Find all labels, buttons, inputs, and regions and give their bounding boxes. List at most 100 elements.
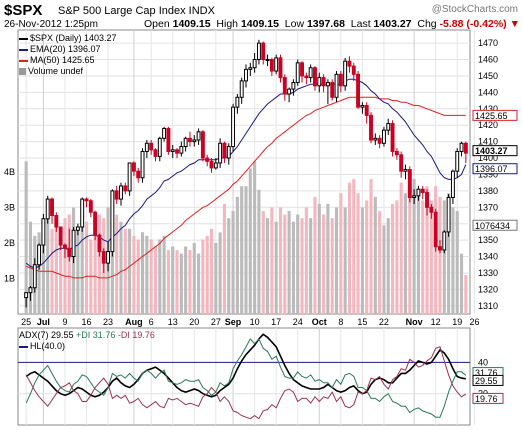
adx-value-tag: 29.55 bbox=[475, 376, 498, 386]
volume-bar bbox=[391, 203, 395, 314]
volume-bar bbox=[218, 232, 222, 314]
volume-bar bbox=[175, 250, 179, 314]
symbol-label: $SPX bbox=[4, 2, 43, 19]
candle-body bbox=[170, 149, 175, 152]
last-value-tag: 1403.27 bbox=[475, 146, 508, 156]
candle-body bbox=[334, 73, 339, 98]
volume-bar bbox=[296, 214, 300, 314]
candle-body bbox=[153, 149, 158, 157]
x-tick-label: Jul bbox=[37, 317, 50, 327]
legend-volume: Volume undef bbox=[19, 66, 117, 77]
volume-bar bbox=[231, 211, 235, 314]
candle-body bbox=[321, 77, 326, 87]
candle-body bbox=[369, 114, 373, 141]
candle-body bbox=[295, 62, 300, 84]
candle-body bbox=[67, 247, 72, 258]
candle-body bbox=[144, 142, 149, 152]
legend-hl-row: HL(40.0) bbox=[19, 341, 155, 352]
volume-bar bbox=[261, 211, 265, 314]
volume-bar bbox=[257, 189, 261, 314]
x-tick-label: Oct bbox=[312, 317, 327, 327]
volume-bar bbox=[240, 186, 244, 314]
mdi-value-tag-box bbox=[472, 392, 504, 404]
candle-body bbox=[338, 73, 343, 87]
x-tick-label: Sep bbox=[225, 317, 242, 327]
candle-body bbox=[433, 211, 438, 248]
volume-bar bbox=[67, 214, 71, 314]
candle-body bbox=[450, 170, 455, 198]
candle-body bbox=[131, 162, 136, 172]
candle-body bbox=[394, 150, 399, 156]
volume-bar bbox=[438, 196, 442, 314]
candle-body bbox=[110, 190, 115, 253]
volume-bar bbox=[209, 228, 214, 314]
watermark: @StockCharts.com bbox=[431, 4, 518, 15]
candle-body bbox=[347, 60, 352, 67]
candle-body bbox=[222, 142, 227, 159]
price-tick-label: 1310 bbox=[478, 301, 498, 311]
candle-body bbox=[252, 59, 257, 69]
volume-bar bbox=[205, 235, 209, 314]
legend-ema-text: EMA(20) 1396.07 bbox=[30, 44, 101, 54]
candle-body bbox=[200, 131, 205, 159]
x-tick-label: 13 bbox=[168, 317, 178, 327]
price-tick-label: 1330 bbox=[478, 268, 498, 278]
volume-bar bbox=[347, 182, 352, 314]
volume-bar bbox=[41, 235, 45, 314]
candle-body bbox=[261, 42, 266, 61]
ma50-line bbox=[26, 96, 466, 279]
volume-tick-label: 3B bbox=[4, 203, 15, 213]
volume-bar bbox=[46, 218, 50, 314]
legend-volume-text: Volume undef bbox=[28, 66, 84, 76]
volume-bar bbox=[93, 221, 97, 314]
ema-value-tag: 1396.07 bbox=[475, 164, 508, 174]
candle-body bbox=[32, 264, 37, 289]
volume-bar bbox=[382, 225, 386, 314]
candle-body bbox=[313, 67, 317, 87]
volume-bar bbox=[166, 250, 170, 314]
legend-hl-text: HL(40.0) bbox=[30, 341, 66, 351]
candle-body bbox=[330, 82, 335, 98]
volume-bar bbox=[421, 200, 425, 314]
x-tick-label: 23 bbox=[103, 317, 113, 327]
candle-body bbox=[438, 246, 442, 251]
volume-bar bbox=[429, 200, 433, 314]
price-tick-label: 1370 bbox=[478, 202, 498, 212]
candle-body bbox=[377, 137, 382, 144]
low-label: Low bbox=[284, 18, 305, 30]
candle-body bbox=[256, 42, 261, 61]
candle-body bbox=[162, 127, 167, 139]
volume-bar bbox=[76, 228, 80, 314]
candle-body bbox=[50, 198, 54, 217]
candle-body bbox=[343, 60, 348, 87]
candle-body bbox=[403, 169, 408, 172]
x-tick-label: Aug bbox=[125, 317, 143, 327]
candle-body bbox=[93, 211, 98, 236]
volume-bar bbox=[123, 228, 127, 314]
price-swatch-icon bbox=[19, 37, 28, 40]
x-tick-label: 16 bbox=[81, 317, 91, 327]
volume-bar bbox=[192, 243, 196, 314]
ema-swatch-icon bbox=[19, 48, 28, 51]
x-tick-label: 17 bbox=[271, 317, 281, 327]
volume-bar bbox=[378, 211, 382, 314]
price-tick-label: 1410 bbox=[478, 137, 498, 147]
volume-bar bbox=[136, 239, 140, 314]
candle-body bbox=[183, 137, 188, 148]
mdi-line bbox=[25, 346, 467, 420]
price-tick-label: 1320 bbox=[478, 284, 498, 294]
candle-body bbox=[244, 68, 248, 82]
candle-body bbox=[175, 149, 179, 154]
volume-bar bbox=[270, 207, 274, 314]
volume-bar bbox=[442, 200, 446, 314]
volume-bar bbox=[115, 214, 119, 314]
x-tick-label: 8 bbox=[338, 317, 343, 327]
candle-body bbox=[407, 169, 412, 198]
quote-bar: Open 1409.15 High 1409.15 Low 1397.68 La… bbox=[144, 18, 520, 30]
candle-body bbox=[28, 287, 33, 294]
volume-bar bbox=[197, 253, 201, 314]
candle-body bbox=[390, 123, 395, 152]
x-tick-label: 25 bbox=[21, 317, 31, 327]
candle-body bbox=[287, 88, 292, 95]
candle-body bbox=[278, 57, 283, 79]
